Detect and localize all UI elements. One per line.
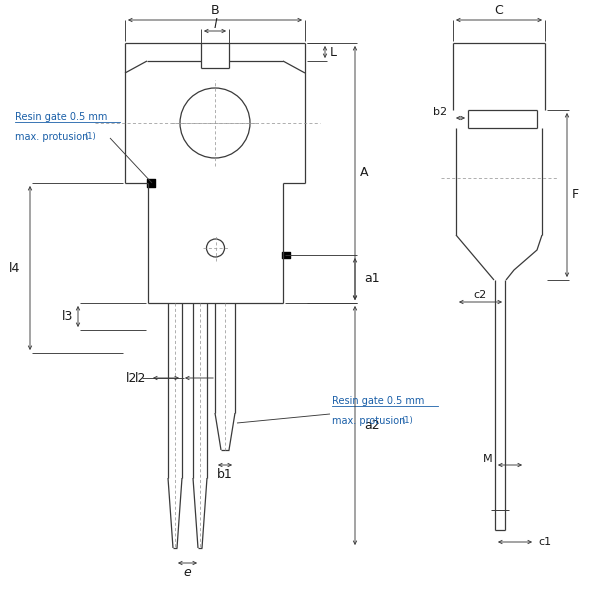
Text: M: M [482,454,492,464]
Text: c1: c1 [538,537,551,547]
Text: a1: a1 [364,273,380,285]
Text: l3: l3 [62,310,73,323]
Text: Resin gate 0.5 mm: Resin gate 0.5 mm [15,112,107,122]
Text: max. protusion: max. protusion [332,416,406,426]
Text: C: C [494,5,503,17]
Text: Resin gate 0.5 mm: Resin gate 0.5 mm [332,396,424,406]
Text: b1: b1 [217,468,233,481]
Text: (1): (1) [401,416,413,425]
Text: l2: l2 [125,371,137,385]
Text: (1): (1) [84,132,96,141]
Text: max. protusion: max. protusion [15,132,88,142]
Text: a2: a2 [364,419,380,432]
Text: B: B [211,5,220,17]
Text: l: l [213,17,217,30]
Text: L: L [329,45,337,59]
Text: l2: l2 [134,371,146,385]
Text: l4: l4 [8,261,20,274]
Text: b2: b2 [433,107,447,117]
Text: c2: c2 [474,290,487,300]
Text: e: e [184,566,191,578]
Text: A: A [360,166,368,179]
Text: F: F [571,188,578,202]
